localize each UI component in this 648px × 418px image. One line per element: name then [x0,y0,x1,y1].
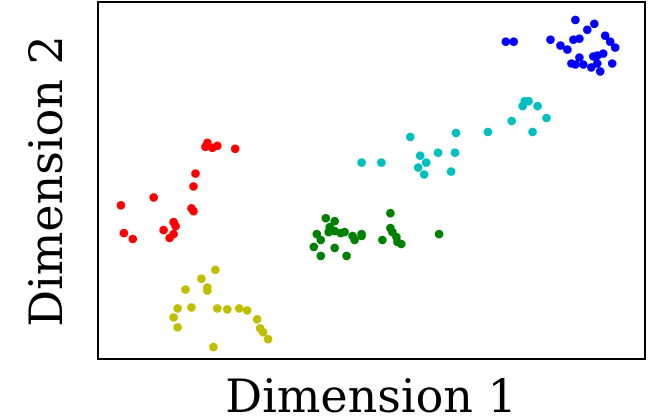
scatter-point [518,101,527,111]
scatter-point [203,286,212,295]
scatter-point [600,31,610,40]
scatter-point [213,141,222,151]
scatter-point [413,163,423,172]
scatter-point [330,216,340,226]
scatter-point [483,127,493,137]
scatter-point [201,142,210,152]
scatter-point [357,158,366,167]
scatter-point [571,60,580,69]
scatter-point [377,158,386,167]
scatter-point [340,227,349,237]
scatter-point [593,51,602,60]
scatter-point [575,53,584,62]
scatter-point [119,228,129,238]
scatter-point [556,41,565,50]
scatter-point [181,285,190,294]
scatter-point [116,201,126,210]
scatter-point [406,132,415,142]
scatter-point [159,225,168,235]
scatter-point [579,60,588,69]
y-axis-label: Dimension 2 [19,35,73,327]
scatter-point [187,303,196,312]
scatter-point [571,15,580,25]
scatter-point [433,148,443,157]
scatter-point [330,243,340,253]
scatter-point [388,227,397,237]
scatter-point [595,67,605,76]
scatter-point [393,237,402,247]
scatter-point [386,208,395,218]
scatter-point [263,334,273,344]
scatter-point [128,234,138,244]
scatter-point [415,151,425,160]
scatter-point [546,35,555,44]
scatter-point [309,242,319,252]
scatter-point [610,43,620,52]
scatter-point [324,227,334,237]
scatter-point [607,59,617,68]
scatter-point [223,305,232,314]
scatter-point [165,233,174,243]
scatter-point [230,144,240,154]
scatter-point [348,231,357,241]
scatter-point [501,37,511,46]
scatter-point [509,37,518,46]
scatter-point [583,25,592,35]
plot-frame [97,1,646,360]
x-axis-label: Dimension 1 [225,369,517,418]
scatter-point [524,96,533,106]
scatter-point [209,342,218,352]
scatter-point [321,213,331,223]
scatter-point [342,251,351,261]
scatter-point [211,265,220,275]
scatter-point [533,101,542,111]
scatter-point [258,327,268,337]
scatter-point [605,37,615,46]
scatter-point [171,221,180,231]
scatter-point [446,167,456,176]
scatter-point [421,158,431,167]
scatter-point [316,251,326,261]
scatter-point [169,313,178,322]
scatter-point [149,193,158,202]
scatter-point [187,204,196,213]
scatter-point [242,306,252,315]
scatter-point [590,19,599,29]
scatter-point [357,229,366,239]
scatter-point [234,304,244,313]
scatter-point [191,169,200,178]
scatter-point [419,170,429,179]
scatter-point [507,116,516,126]
scatter-point [316,235,326,245]
scatter-point [593,59,602,68]
scatter-point [189,182,198,191]
scatter-point [197,274,206,284]
scatter-point [563,45,572,54]
scatter-point [451,128,461,138]
points-layer [116,15,620,352]
scatter-point [378,235,387,245]
scatter-point [173,323,182,332]
scatter-point [575,34,584,43]
scatter-point [173,304,182,313]
scatter-point [528,127,537,137]
scatter-point [542,113,551,123]
scatter-point [252,315,262,324]
scatter-point [434,229,444,239]
scatter-point [450,148,460,157]
scatter-point [213,304,222,313]
